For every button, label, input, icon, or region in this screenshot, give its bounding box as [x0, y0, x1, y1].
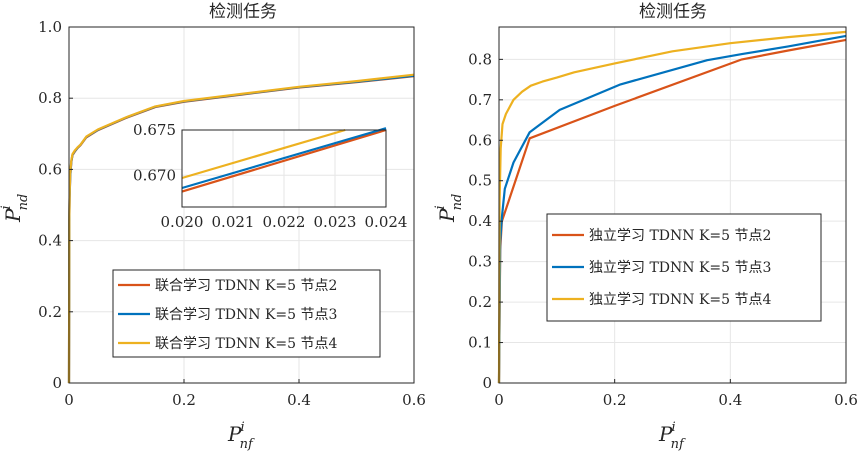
left-legend-entry: 联合学习 TDNN K=5 节点4 — [155, 336, 338, 352]
left-legend-entry: 联合学习 TDNN K=5 节点3 — [155, 307, 337, 323]
right-chart: 检测任务 0 0.2 0.4 0.6 0 0.1 0.2 0.3 0.4 0.5 0.6 0.7 0.8… — [433, 2, 858, 452]
left-ytick-label: 0.2 — [38, 303, 62, 321]
left-chart: 检测任务 0 0.2 0.4 0.6 0 0.2 0.4 0.6 0.8 1.0 Pi nf Pi n… — [0, 2, 426, 452]
right-ytick-label: 0 — [482, 374, 492, 392]
left-legend-entry: 联合学习 TDNN K=5 节点2 — [155, 278, 337, 294]
right-ytick-label: 0.1 — [468, 334, 492, 352]
left-xtick-label: 0.2 — [172, 391, 196, 409]
left-ytick-label: 0 — [52, 374, 62, 392]
left-ytick-label: 1.0 — [38, 18, 62, 36]
inset-series-line-1 — [181, 128, 387, 193]
inset-xtick-label: 0.022 — [263, 213, 306, 231]
left-tick-labels: 0 0.2 0.4 0.6 0 0.2 0.4 0.6 0.8 1.0 — [38, 18, 426, 409]
right-xtick-label: 0.2 — [603, 391, 627, 409]
inset-ytick-label: 0.675 — [133, 121, 176, 139]
right-legend-entry: 独立学习 TDNN K=5 节点3 — [589, 260, 771, 276]
right-ytick-label: 0.3 — [468, 253, 492, 271]
inset-xtick-label: 0.020 — [161, 213, 204, 231]
right-legend-entry: 独立学习 TDNN K=5 节点2 — [589, 228, 771, 244]
left-ytick-label: 0.6 — [38, 160, 62, 178]
right-legend-entry: 独立学习 TDNN K=5 节点4 — [589, 292, 772, 308]
right-series-line-2 — [497, 34, 847, 384]
left-ytick-label: 0.8 — [38, 89, 62, 107]
left-chart-title: 检测任务 — [209, 2, 277, 22]
right-axes-frame — [498, 26, 847, 384]
left-xtick-label: 0 — [64, 391, 74, 409]
left-xtick-label: 0.4 — [287, 391, 311, 409]
right-series-line-1 — [497, 38, 847, 384]
left-axes-frame — [68, 26, 415, 384]
left-xlabel: Pi nf — [227, 420, 255, 452]
right-xtick-label: 0.4 — [718, 391, 742, 409]
right-ytick-label: 0.2 — [468, 293, 492, 311]
right-ytick-label: 0.8 — [468, 50, 492, 68]
right-series-line-3 — [497, 30, 847, 384]
inset-xtick-label: 0.021 — [212, 213, 255, 231]
right-tick-labels: 0 0.2 0.4 0.6 0 0.1 0.2 0.3 0.4 0.5 0.6 0.7 0.8 — [468, 50, 858, 409]
left-plot-lines — [67, 73, 415, 384]
right-xlabel: Pi nf — [658, 420, 686, 452]
left-series-line-3 — [67, 73, 415, 384]
right-grid — [498, 27, 847, 384]
right-ylabel: Pi nd — [433, 194, 465, 223]
left-ytick-label: 0.4 — [38, 232, 62, 250]
inset-xtick-label: 0.024 — [365, 213, 408, 231]
left-ylabel: Pi nd — [0, 194, 31, 223]
right-ytick-label: 0.6 — [468, 131, 492, 149]
right-xtick-label: 0.6 — [834, 391, 858, 409]
right-ytick-label: 0.4 — [468, 212, 492, 230]
inset-axes-frame — [181, 129, 387, 208]
left-inset: 0.020 0.021 0.022 0.023 0.024 0.670 0.675 — [133, 121, 407, 231]
inset-ytick-label: 0.670 — [133, 166, 176, 184]
right-plot-lines — [497, 30, 847, 384]
right-xtick-label: 0 — [494, 391, 504, 409]
right-ytick-label: 0.7 — [468, 91, 492, 109]
inset-plot-lines — [181, 127, 387, 193]
inset-series-line-3 — [181, 128, 346, 180]
left-xtick-label: 0.6 — [402, 391, 426, 409]
right-legend: 独立学习 TDNN K=5 节点2 独立学习 TDNN K=5 节点3 独立学习 T… — [546, 213, 822, 322]
right-ytick-label: 0.5 — [468, 172, 492, 190]
inset-series-line-2 — [181, 127, 387, 190]
inset-xtick-label: 0.023 — [314, 213, 357, 231]
right-chart-title: 检测任务 — [639, 2, 707, 22]
left-legend: 联合学习 TDNN K=5 节点2 联合学习 TDNN K=5 节点3 联合学习 T… — [112, 269, 381, 358]
inset-tick-labels: 0.020 0.021 0.022 0.023 0.024 0.670 0.675 — [133, 121, 407, 231]
